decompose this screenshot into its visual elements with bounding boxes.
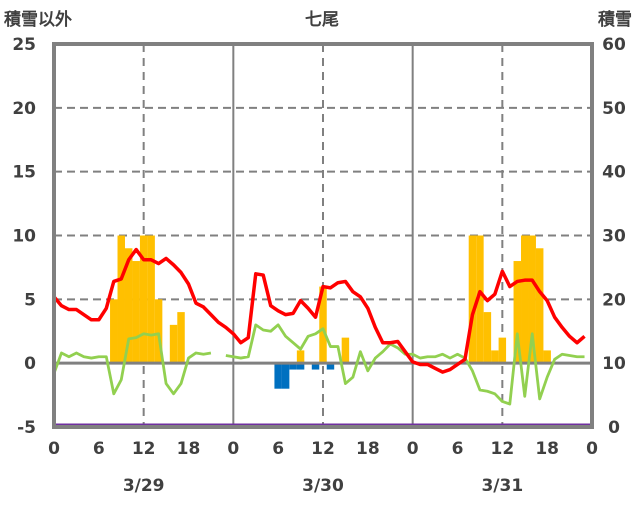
bar-positive	[147, 235, 155, 364]
bar-positive	[177, 312, 185, 364]
bar-positive	[476, 235, 484, 364]
red-line	[52, 247, 586, 374]
y-tick-right: 0	[608, 418, 620, 438]
bar-positive	[124, 248, 133, 364]
bar-positive	[169, 324, 178, 364]
bar-negative	[289, 363, 297, 370]
day-label: 3/31	[481, 476, 523, 496]
x-tick: 12	[311, 439, 335, 459]
y-tick-right: 20	[602, 290, 626, 310]
day-label: 3/30	[302, 476, 344, 496]
y-tick-right: 30	[602, 227, 626, 247]
bar-positive	[132, 261, 140, 364]
x-tick: 18	[177, 439, 201, 459]
bar-negative	[326, 363, 335, 370]
bar-positive	[543, 350, 551, 364]
bar-positive	[528, 235, 536, 364]
bar-positive	[154, 299, 163, 364]
x-tick: 0	[407, 439, 419, 459]
bar-positive	[535, 248, 544, 364]
y-tick-right: 60	[602, 35, 626, 55]
bar-negative	[281, 363, 290, 389]
x-tick: 6	[93, 439, 105, 459]
bar-positive	[513, 261, 522, 364]
bar-negative	[274, 363, 282, 389]
y-tick-right: 40	[602, 163, 626, 183]
bars	[110, 235, 551, 389]
x-tick: 0	[586, 439, 598, 459]
y-tick-left: 5	[24, 290, 36, 310]
green-line	[52, 332, 212, 396]
x-tick: 6	[272, 439, 284, 459]
y-tick-left: 25	[12, 35, 36, 55]
y-tick-left: 0	[24, 354, 36, 374]
bar-positive	[483, 312, 492, 364]
x-tick: 0	[48, 439, 60, 459]
day-label: 3/29	[123, 476, 165, 496]
bar-negative	[296, 363, 305, 370]
x-tick: 18	[356, 439, 380, 459]
x-tick: 12	[132, 439, 156, 459]
gridlines	[54, 44, 592, 427]
plot-frame	[52, 42, 594, 429]
bar-positive	[319, 286, 327, 364]
bar-negative	[311, 363, 320, 370]
bar-positive	[296, 350, 305, 364]
x-tick: 12	[490, 439, 514, 459]
y-tick-right: 50	[602, 99, 626, 119]
y-tick-right: 10	[602, 354, 626, 374]
y-tick-left: 20	[12, 99, 36, 119]
chart-title: 七尾	[305, 10, 339, 30]
bar-positive	[468, 235, 477, 364]
bar-positive	[341, 337, 350, 364]
left-axis-title: 積雪以外	[4, 9, 72, 30]
y-tick-left: -5	[17, 418, 36, 438]
y-tick-left: 15	[12, 163, 36, 183]
x-tick: 6	[452, 439, 464, 459]
bar-positive	[498, 337, 507, 364]
bar-positive	[139, 235, 148, 364]
y-tick-left: 10	[12, 227, 36, 247]
x-tick: 0	[227, 439, 239, 459]
bar-positive	[521, 235, 529, 364]
plot-border	[52, 42, 594, 429]
bar-positive	[117, 235, 125, 364]
x-tick: 18	[535, 439, 559, 459]
bar-positive	[491, 350, 499, 364]
right-axis-title: 積雪	[598, 9, 632, 30]
bar-positive	[110, 299, 118, 364]
